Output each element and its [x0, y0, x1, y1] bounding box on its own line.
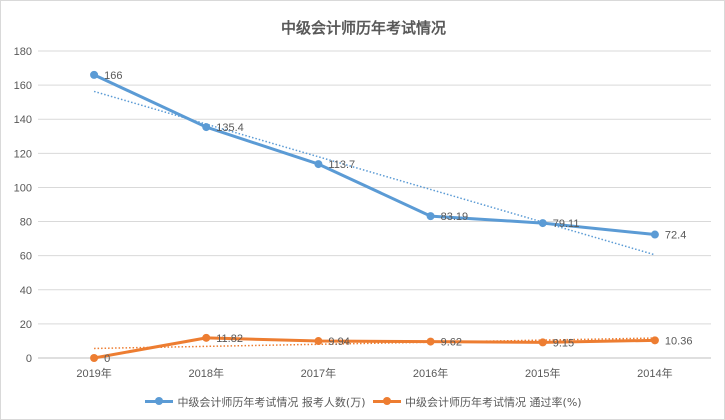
y-tick-label: 40 [20, 285, 32, 297]
chart-title: 中级会计师历年考试情况 [280, 19, 446, 37]
x-tick-label: 2017年 [301, 366, 336, 380]
legend-item-applicants: 中级会计师历年考试情况 报考人数(万) [145, 394, 366, 410]
data-point [202, 333, 211, 342]
data-label: 9.94 [328, 336, 349, 348]
x-tick-label: 2018年 [189, 366, 224, 380]
data-label: 0 [104, 353, 110, 365]
data-label: 72.4 [665, 230, 686, 242]
legend: 中级会计师历年考试情况 报考人数(万) 中级会计师历年考试情况 通过率(%) [1, 393, 725, 410]
data-point [426, 212, 435, 221]
series-line [93, 73, 656, 237]
legend-item-pass-rate: 中级会计师历年考试情况 通过率(%) [373, 394, 582, 410]
y-tick-label: 180 [14, 46, 32, 58]
x-tick-label: 2015年 [525, 366, 560, 380]
y-tick-label: 120 [14, 148, 32, 160]
data-point [650, 230, 659, 239]
y-tick-label: 20 [20, 319, 32, 331]
trendline [93, 90, 656, 256]
data-label: 166 [104, 70, 122, 82]
x-tick-label: 2019年 [76, 366, 111, 380]
legend-swatch-orange [373, 397, 402, 405]
y-tick-label: 140 [14, 114, 32, 126]
data-point [538, 338, 547, 347]
data-point [650, 336, 659, 345]
plot-area: 0 20 40 60 80 100 120 140 160 180 2019年 2018年 2017年 2… [14, 46, 711, 380]
legend-swatch-blue [145, 397, 174, 405]
data-point [202, 123, 211, 132]
data-label: 79.11 [553, 218, 580, 230]
y-tick-label: 0 [26, 353, 32, 365]
y-tick-label: 160 [14, 80, 32, 92]
data-point [314, 337, 323, 346]
data-point [90, 70, 99, 79]
data-label: 9.15 [553, 337, 574, 349]
y-tick-label: 80 [20, 217, 32, 229]
trendline [94, 337, 655, 350]
data-label: 11.82 [216, 333, 243, 345]
x-tick-label: 2014年 [637, 366, 672, 380]
data-label: 113.7 [328, 159, 355, 171]
y-tick-label: 100 [14, 182, 32, 194]
data-label: 83.19 [441, 211, 469, 223]
y-tick-label: 60 [20, 251, 32, 263]
legend-label: 中级会计师历年考试情况 报考人数(万) [177, 395, 366, 409]
data-point [426, 337, 435, 346]
series-line [93, 336, 655, 360]
data-point [314, 160, 323, 169]
legend-label: 中级会计师历年考试情况 通过率(%) [405, 395, 582, 409]
data-label: 9.62 [441, 337, 462, 349]
data-point [90, 354, 99, 362]
x-tick-label: 2016年 [413, 366, 448, 380]
data-label: 135.4 [216, 122, 244, 134]
data-label: 10.36 [665, 335, 693, 347]
data-point [538, 219, 547, 228]
